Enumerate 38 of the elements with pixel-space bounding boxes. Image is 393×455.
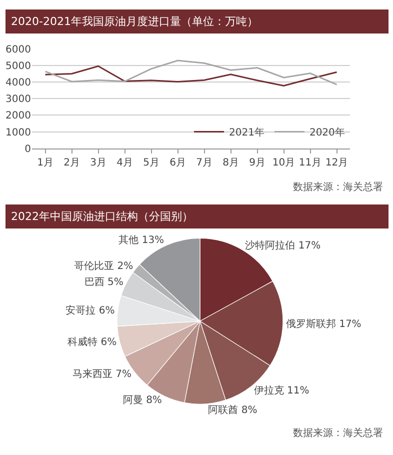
y-tick-label: 5000: [6, 60, 31, 72]
legend-label: 2020年: [309, 126, 345, 139]
x-tick-label: 2月: [64, 157, 80, 168]
source-note: 数据来源：海关总署: [293, 427, 383, 439]
y-tick-label: 3000: [6, 94, 31, 106]
x-tick-label: 12月: [325, 157, 348, 168]
chart-title: 2020-2021年我国原油月度进口量（单位：万吨）: [11, 15, 258, 28]
line-series: [44, 65, 338, 86]
slice-label: 伊拉克 11%: [254, 384, 310, 396]
y-tick-label: 2000: [6, 110, 31, 122]
slice-label: 沙特阿拉伯 17%: [245, 239, 321, 252]
slice-label: 科威特 6%: [68, 336, 117, 348]
slice-label: 马来西亚 7%: [72, 368, 132, 380]
x-tick-label: 4月: [116, 157, 133, 168]
slice-label: 阿联酋 8%: [208, 404, 258, 416]
x-tick-label: 6月: [170, 157, 186, 168]
slice-label: 安哥拉 6%: [66, 304, 115, 317]
slice-label: 巴西 5%: [84, 276, 124, 288]
x-tick-label: 10月: [272, 157, 296, 168]
x-tick-label: 11月: [298, 157, 322, 168]
slice-label: 俄罗斯联邦 17%: [286, 318, 362, 330]
x-tick-label: 9月: [249, 157, 266, 168]
line-series: [44, 60, 338, 86]
x-tick-label: 8月: [222, 157, 239, 168]
chart-title: 2022年中国原油进口结构（分国别）: [11, 210, 193, 223]
source-note: 数据来源：海关总署: [293, 181, 383, 193]
slice-label: 其他 13%: [118, 234, 164, 246]
x-tick-label: 1月: [37, 157, 54, 168]
legend-label: 2021年: [229, 126, 264, 139]
y-tick-label: 1000: [6, 127, 31, 138]
slice-label: 哥伦比亚 2%: [74, 260, 134, 272]
x-tick-label: 7月: [196, 157, 212, 168]
y-tick-label: 6000: [6, 44, 31, 56]
x-tick-label: 5月: [143, 157, 160, 168]
slice-label: 阿曼 8%: [122, 395, 162, 406]
y-tick-label: 4000: [6, 78, 31, 89]
x-tick-label: 3月: [90, 157, 106, 168]
y-tick-label: 0: [24, 144, 31, 155]
